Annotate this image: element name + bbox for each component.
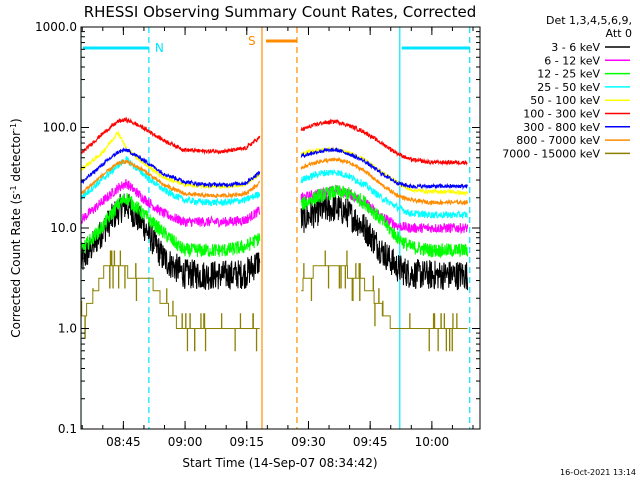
legend-label: 800 - 7000 keV <box>516 134 600 147</box>
y-tick-label: 0.1 <box>58 422 77 436</box>
x-tick-label: 08:45 <box>106 435 141 449</box>
y-axis-label: Corrected Count Rate (s-1 detector-1) <box>9 118 23 337</box>
y-tick-label: 100.0 <box>43 121 77 135</box>
x-tick-label: 09:45 <box>353 435 388 449</box>
series-line <box>81 192 261 258</box>
y-tick-label: 10.0 <box>50 221 77 235</box>
legend-label: 100 - 300 keV <box>523 108 600 121</box>
series-line <box>81 147 261 189</box>
series-line <box>300 184 469 259</box>
series-line <box>81 250 260 352</box>
x-tick-label: 09:15 <box>229 435 264 449</box>
series-line <box>300 185 469 235</box>
y-tick-label: 1000.0 <box>35 20 77 34</box>
legend-label: 6 - 12 keV <box>544 54 600 67</box>
legend-label: 25 - 50 keV <box>537 81 600 94</box>
legend-header-line2: Att 0 <box>606 27 632 40</box>
x-axis-label: Start Time (14-Sep-07 08:34:42) <box>182 456 377 470</box>
saa-bar-label: N <box>155 41 164 55</box>
legend-label: 3 - 6 keV <box>551 41 600 54</box>
footer-date: 16-Oct-2021 13:14 <box>560 468 636 477</box>
series-line <box>300 194 469 291</box>
legend-label: 300 - 800 keV <box>523 121 600 134</box>
night-bar-label: S <box>248 34 256 48</box>
y-tick-label: 1.0 <box>58 322 77 336</box>
series-line <box>81 158 261 199</box>
series-line <box>300 118 468 167</box>
legend-label: 12 - 25 keV <box>537 68 600 81</box>
series-line <box>300 156 469 206</box>
series-line <box>81 156 261 207</box>
series-line <box>301 250 468 352</box>
legend-label: 7000 - 15000 keV <box>502 147 600 160</box>
series-line <box>81 116 261 156</box>
x-tick-label: 09:30 <box>291 435 326 449</box>
legend-label: 50 - 100 keV <box>530 94 600 107</box>
chart-title: RHESSI Observing Summary Count Rates, Co… <box>84 3 477 21</box>
x-tick-label: 10:00 <box>415 435 450 449</box>
series-line <box>81 179 261 228</box>
legend-header-line1: Det 1,3,4,5,6,9, <box>546 14 632 27</box>
series-line <box>300 147 468 190</box>
x-tick-label: 09:00 <box>168 435 203 449</box>
series-line <box>300 169 468 219</box>
series-line <box>81 193 261 290</box>
